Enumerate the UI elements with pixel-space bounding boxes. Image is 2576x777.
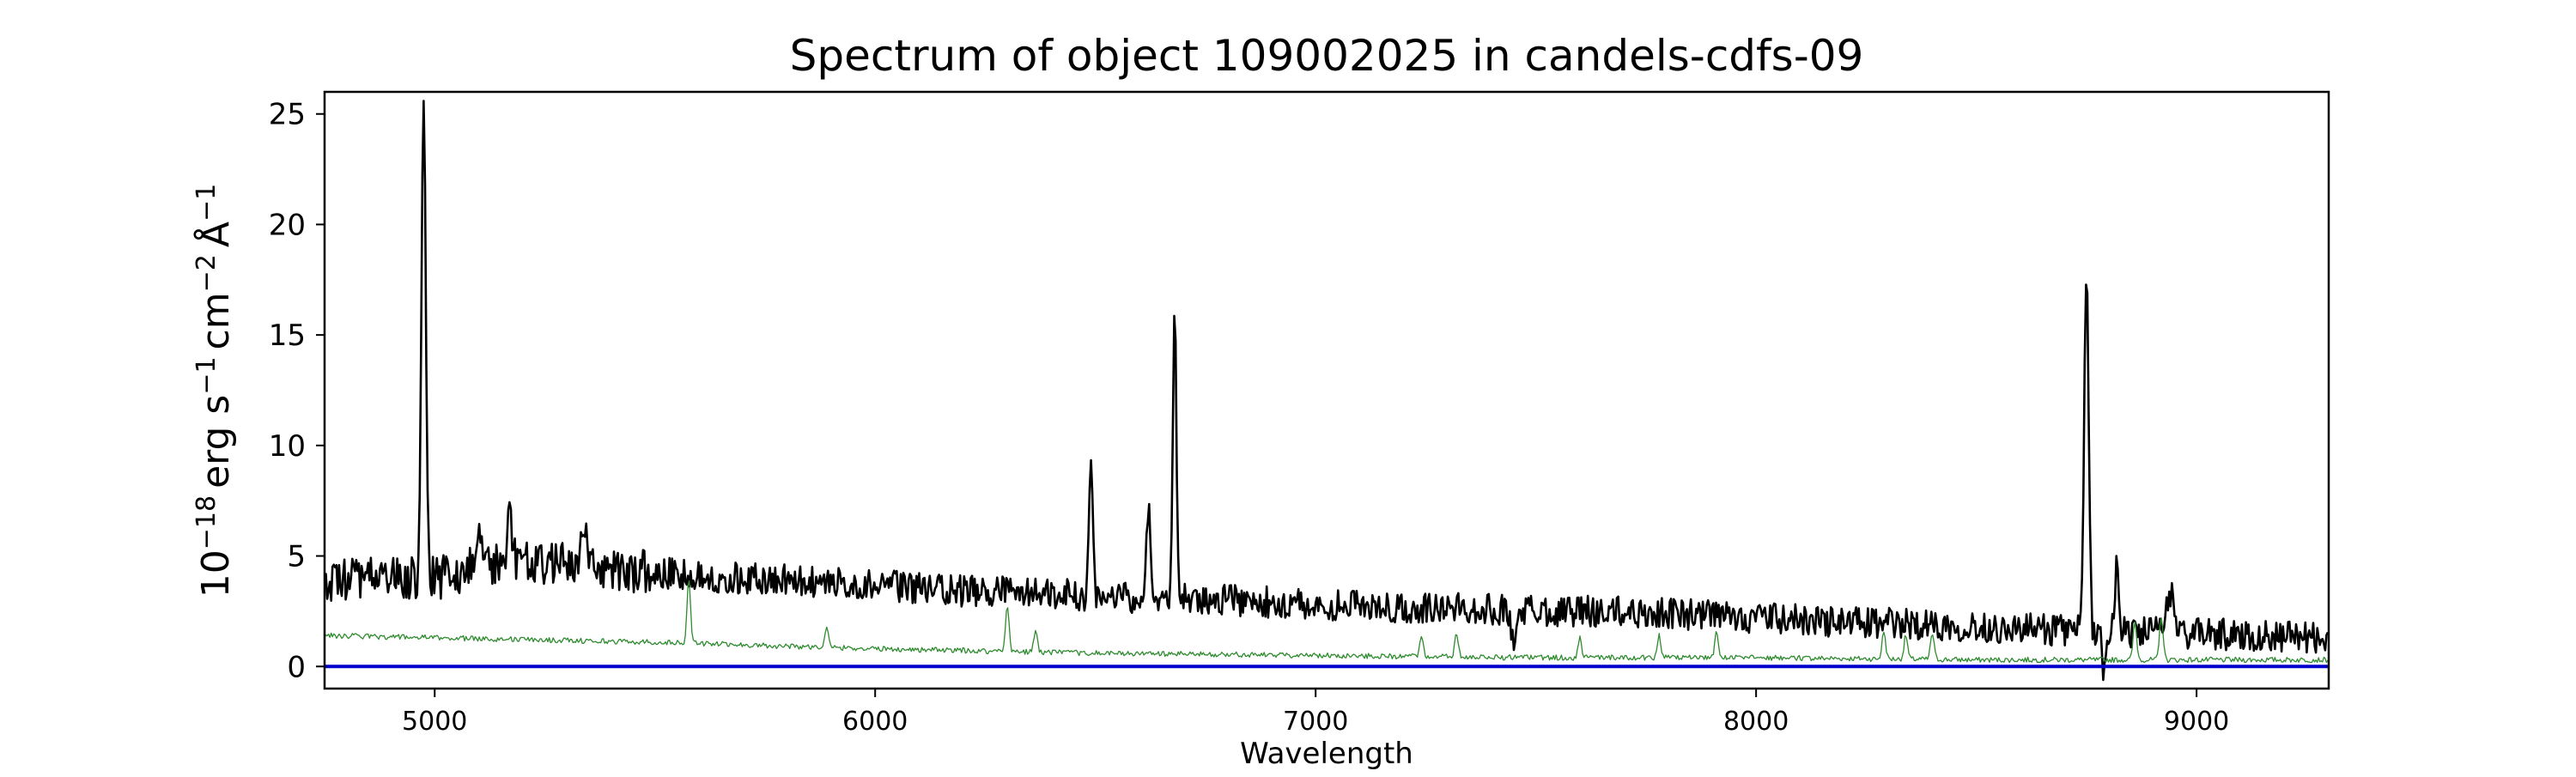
x-axis-label: Wavelength <box>1240 737 1413 771</box>
x-tick-label-9000: 9000 <box>2164 707 2229 737</box>
x-tick-label-6000: 6000 <box>842 707 908 737</box>
x-axis: 5000 6000 7000 8000 9000 <box>402 689 2229 737</box>
y-label-angstrom: Å <box>192 222 238 247</box>
x-tick-label-8000: 8000 <box>1723 707 1789 737</box>
y-label-exp1: −18 <box>191 495 222 549</box>
y-axis: 0 5 10 15 20 25 <box>269 98 325 684</box>
y-label-exp2: −1 <box>191 356 222 394</box>
y-label-base: 10 <box>194 549 238 598</box>
chart-title: Spectrum of object 109002025 in candels-… <box>790 31 1864 81</box>
y-label-erg: erg s <box>194 395 238 489</box>
y-tick-label-10: 10 <box>269 429 306 464</box>
x-tick-label-5000: 5000 <box>402 707 467 737</box>
series-line-noise <box>325 580 2329 664</box>
y-tick-label-25: 25 <box>269 98 306 132</box>
y-label-cm: cm <box>194 292 238 349</box>
y-label-exp4: −1 <box>191 184 222 222</box>
series-group <box>325 100 2329 682</box>
y-label-exp3: −2 <box>191 254 222 292</box>
y-tick-label-0: 0 <box>287 650 306 684</box>
plot-frame <box>323 90 2330 690</box>
y-tick-label-15: 15 <box>269 319 306 353</box>
x-tick-label-7000: 7000 <box>1283 707 1348 737</box>
y-tick-label-20: 20 <box>269 208 306 242</box>
series-line-flux <box>325 100 2329 682</box>
plot-area <box>323 90 2330 690</box>
y-axis-label: 10−18erg s−1cm−2Å−1 <box>191 184 238 598</box>
y-tick-label-5: 5 <box>287 540 306 574</box>
